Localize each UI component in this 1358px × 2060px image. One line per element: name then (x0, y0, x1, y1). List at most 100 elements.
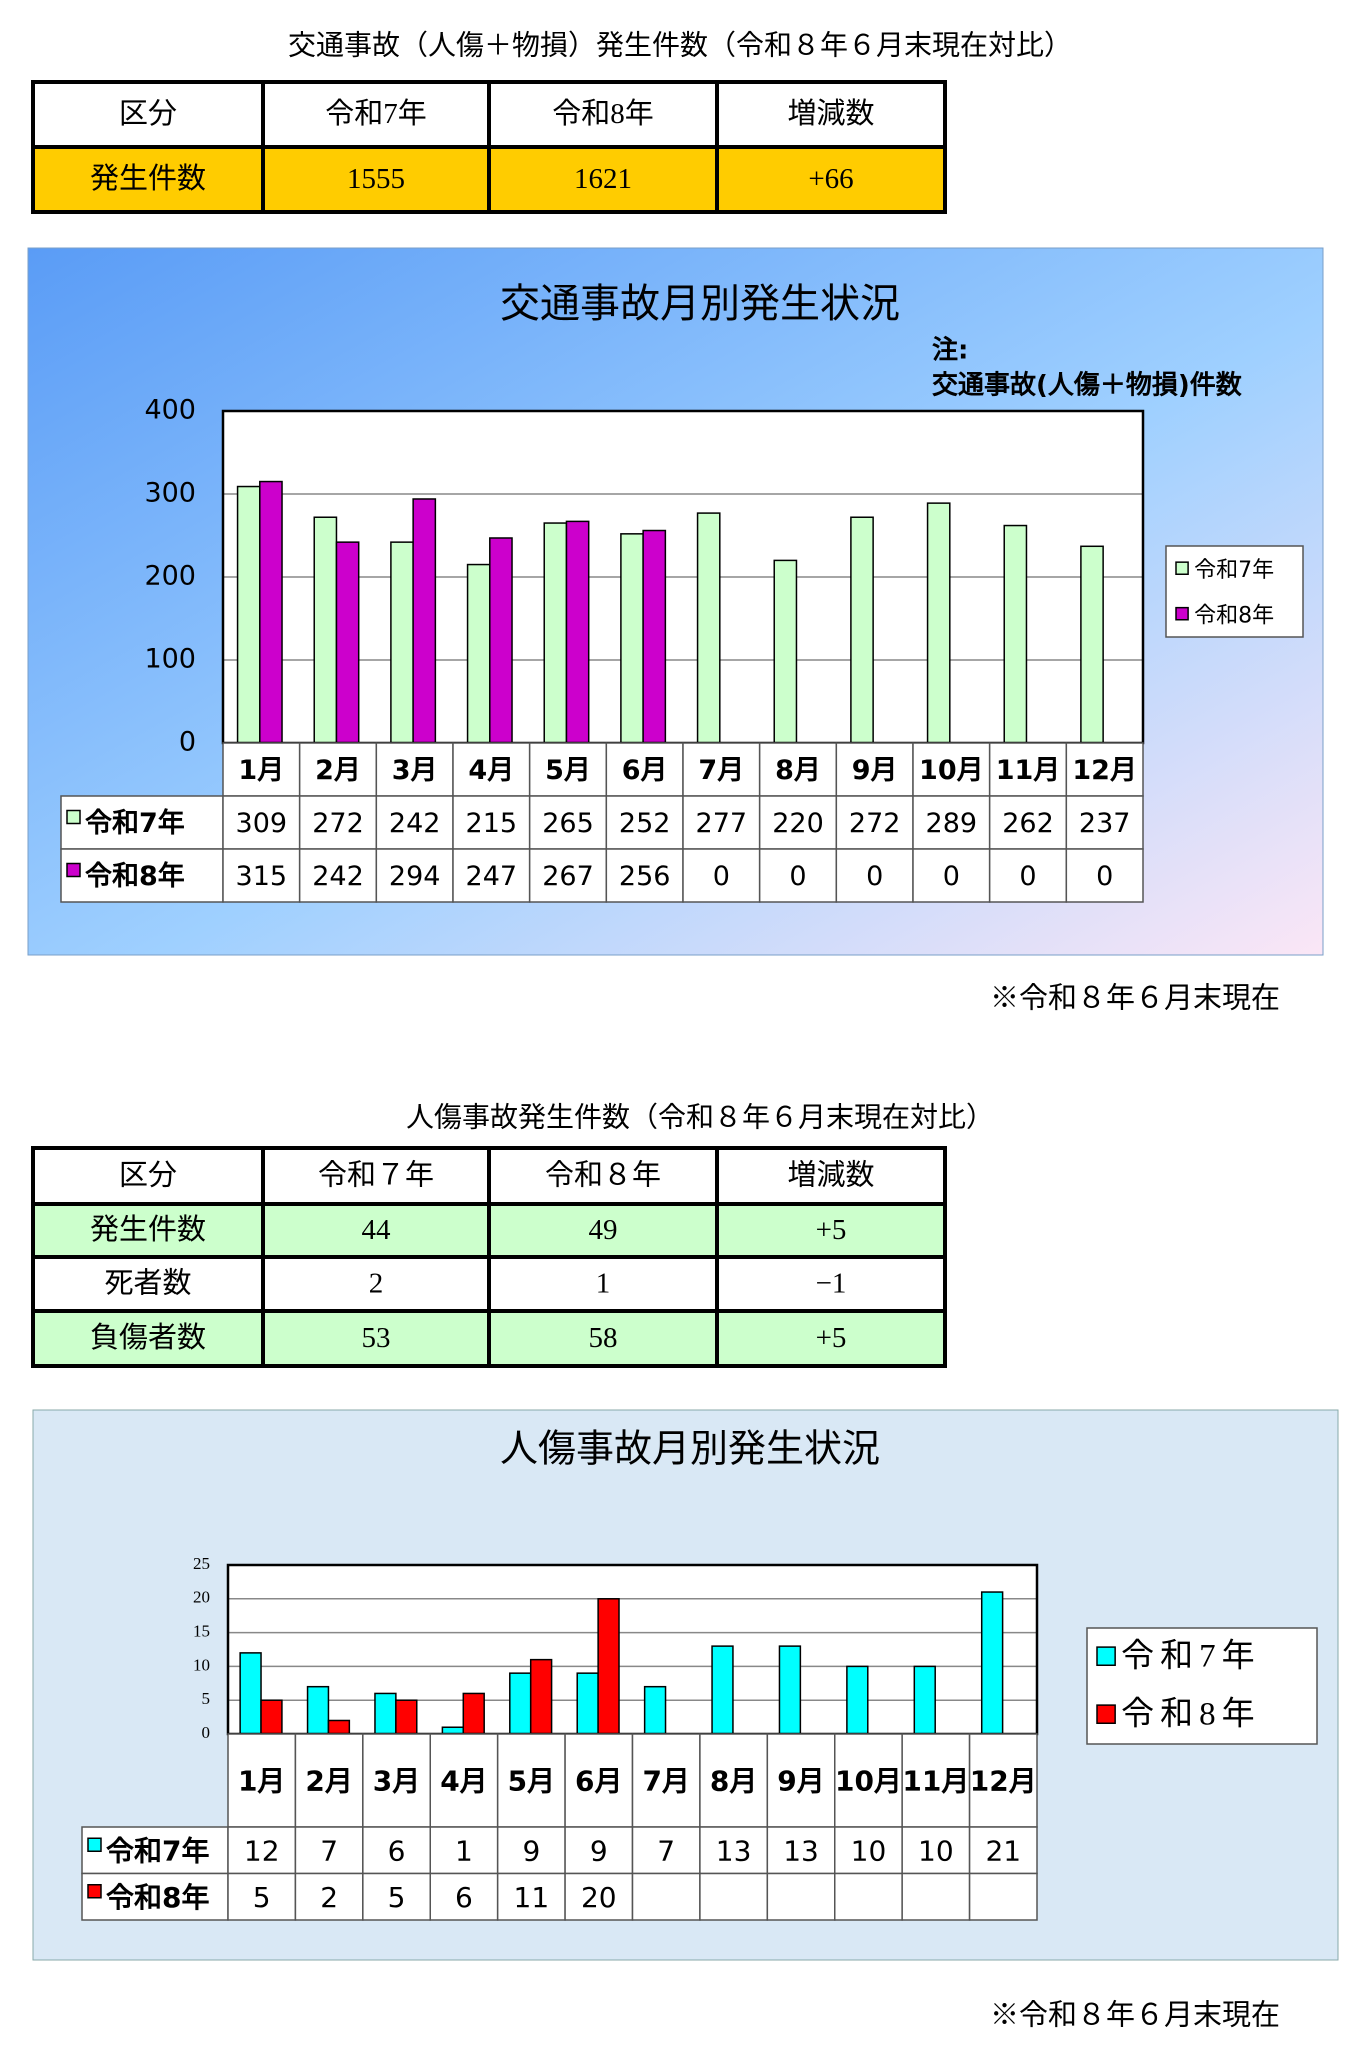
table-cell (528, 848, 608, 903)
table-header: 増減数 (787, 97, 874, 130)
bar (620, 533, 644, 744)
table-value: +66 (808, 163, 853, 195)
table-value: 発生件数 (90, 1213, 206, 1246)
table-cell (294, 1826, 364, 1875)
data-label: 315 (236, 861, 288, 892)
table-cell (834, 1872, 903, 1921)
bar (462, 1692, 485, 1735)
bar (1003, 524, 1028, 744)
table-cell (261, 1255, 491, 1313)
data-label: 265 (542, 808, 594, 839)
legend-key (1096, 1646, 1116, 1666)
bar (913, 1665, 936, 1735)
x-tick-label: 3月 (392, 755, 438, 786)
table-value: 死者数 (104, 1267, 191, 1300)
legend-key (87, 1884, 102, 1899)
note: ※令和８年６月末現在 (990, 982, 1280, 1015)
x-tick-label: 4月 (468, 755, 514, 786)
table-cell (375, 742, 454, 797)
table-cell (631, 1733, 701, 1828)
x-tick-label: 9月 (852, 755, 898, 786)
bar (846, 1665, 869, 1735)
table-cell (487, 145, 719, 214)
x-tick-label: 10月 (835, 1765, 902, 1798)
x-tick-label: 7月 (642, 1765, 689, 1798)
data-label: 9 (590, 1834, 608, 1867)
bar (778, 1645, 802, 1735)
x-tick-label: 7月 (698, 755, 744, 786)
table-cell (835, 795, 914, 850)
bar (696, 512, 721, 744)
data-label: 289 (926, 808, 978, 839)
table-cell (682, 848, 761, 903)
table-cell (912, 795, 991, 850)
legend-key (1175, 606, 1189, 621)
table-value: 1621 (574, 163, 632, 195)
legend-label: 令和8年 (1194, 603, 1274, 628)
table-cell (715, 145, 947, 214)
bar (327, 1719, 351, 1735)
y-tick-label: 100 (144, 644, 196, 675)
y-tick-label: 25 (193, 1554, 210, 1573)
table-cell (528, 795, 608, 850)
bar (390, 541, 414, 744)
data-label: 262 (1002, 808, 1054, 839)
table-cell (968, 1826, 1038, 1875)
data-label: 0 (1096, 861, 1113, 892)
table-header: 増減数 (787, 1159, 874, 1192)
data-label: 272 (849, 808, 901, 839)
bar (643, 1685, 667, 1735)
bar (236, 485, 261, 744)
x-tick-label: 3月 (373, 1765, 420, 1798)
bar (395, 1699, 418, 1735)
table-cell (294, 1872, 364, 1921)
bar (565, 520, 590, 744)
table-cell (699, 1826, 769, 1875)
table-cell (487, 1309, 719, 1368)
table-cell (60, 848, 224, 903)
plot-area (228, 1565, 1037, 1734)
table-cell (298, 795, 378, 850)
y-tick-label: 300 (144, 478, 196, 509)
table-cell (227, 1826, 297, 1875)
bar (374, 1692, 397, 1735)
table-cell (715, 80, 947, 149)
bar (543, 522, 568, 744)
table-cell (496, 1872, 566, 1921)
y-tick-label: 200 (144, 561, 196, 592)
table-cell (682, 742, 761, 797)
data-label: 256 (619, 861, 671, 892)
annotation: 注: (932, 335, 968, 366)
table-cell (564, 1826, 634, 1875)
data-label: 10 (851, 1834, 887, 1867)
series-label: 令和7年 (106, 1834, 209, 1867)
table-cell (715, 1146, 947, 1206)
bar (489, 537, 513, 744)
data-label: 309 (236, 808, 288, 839)
note: ※令和８年６月末現在 (990, 1999, 1280, 2032)
legend-key (66, 862, 81, 878)
table-value: 発生件数 (90, 162, 206, 195)
y-tick-label: 0 (202, 1723, 211, 1742)
x-tick-label: 2月 (305, 1765, 352, 1798)
data-label: 12 (244, 1834, 280, 1867)
annotation: 交通事故(人傷＋物損)件数 (932, 371, 1243, 401)
table-cell (968, 1872, 1038, 1921)
bar (412, 498, 437, 744)
table-cell (298, 848, 378, 903)
data-label: 1 (455, 1834, 473, 1867)
data-label: 5 (388, 1881, 406, 1914)
y-tick-label: 400 (144, 395, 196, 426)
table-cell (261, 1202, 491, 1259)
data-label: 0 (789, 861, 806, 892)
y-tick-label: 5 (202, 1689, 211, 1708)
data-label: 0 (713, 861, 730, 892)
bar (509, 1672, 532, 1735)
legend-key (87, 1837, 102, 1852)
table-cell (682, 795, 761, 850)
table-cell (222, 795, 301, 850)
data-label: 7 (320, 1834, 338, 1867)
table-cell (901, 1826, 971, 1875)
bar (239, 1652, 262, 1735)
